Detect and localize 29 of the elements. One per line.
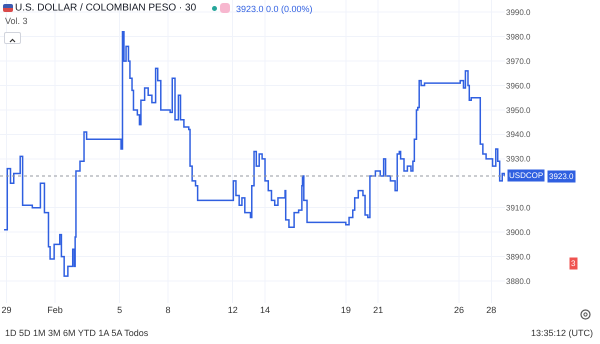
x-tick-label: 28 (486, 305, 496, 315)
x-tick-label: 14 (260, 305, 270, 315)
y-tick-label: 3890.0 (506, 252, 532, 262)
y-tick-label: 3960.0 (506, 81, 532, 90)
y-tick-label: 3990.0 (506, 8, 532, 18)
y-tick-label: 3950.0 (506, 106, 532, 115)
y-tick-label: 3940.0 (506, 130, 532, 140)
y-tick-label: 3930.0 (506, 154, 532, 164)
y-tick-label: 3880.0 (506, 276, 532, 286)
x-tick-label: 19 (340, 305, 351, 315)
y-tick-label: 3900.0 (506, 228, 532, 237)
x-tick-label: 21 (373, 305, 384, 315)
ref-line-label: USDCOP (509, 171, 544, 180)
annotation: 3923.0 0.0 (0.00%) (236, 4, 313, 14)
text: 3923.0 (549, 172, 574, 181)
text: 1D 5D 1M 3M 6M YTD 1A 5A Todos (5, 328, 149, 338)
text: 3 (571, 259, 576, 268)
y-tick-label: 3980.0 (506, 32, 532, 42)
x-tick-label: 26 (454, 305, 464, 315)
y-tick-label: 3970.0 (506, 56, 532, 66)
x-tick-label: 5 (117, 305, 122, 315)
x-tick-label: 29 (1, 305, 12, 315)
y-tick-label: 3910.0 (506, 204, 532, 212)
x-tick-label: Feb (47, 305, 63, 315)
x-tick-label: 12 (228, 305, 238, 315)
x-tick-label: 8 (166, 305, 171, 315)
chart-title: U.S. DOLLAR / COLOMBIAN PESO · 30 (15, 2, 197, 14)
text: 13:35:12 (UTC) (531, 328, 594, 338)
annotation: Vol. 3 (5, 16, 28, 26)
